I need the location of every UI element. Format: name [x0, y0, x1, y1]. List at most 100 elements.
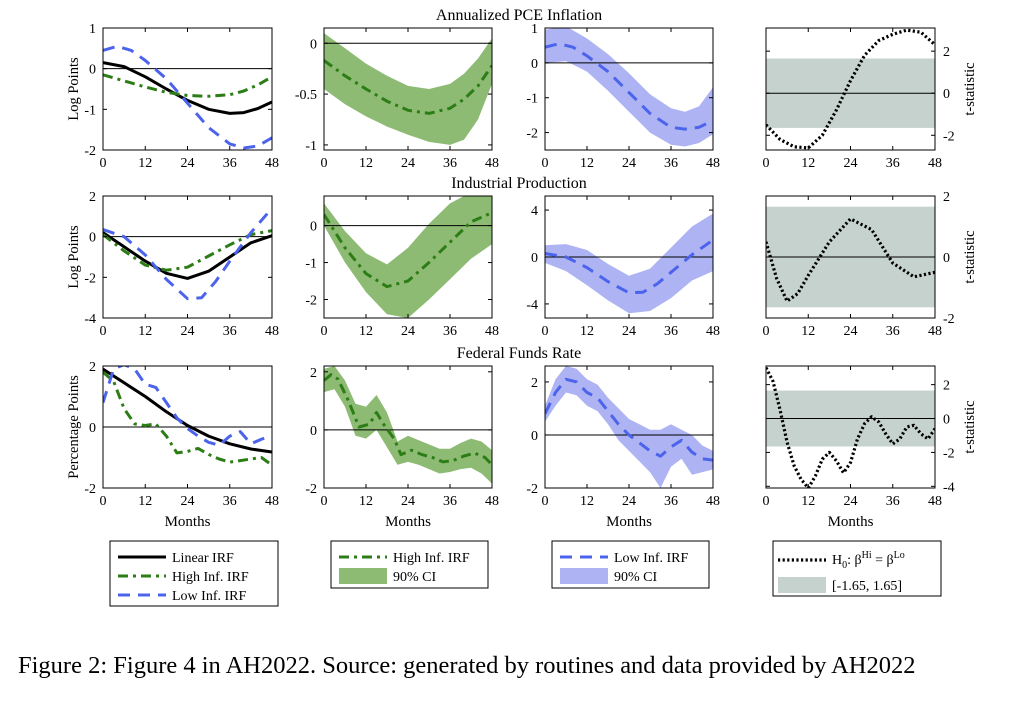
- ci-band: [324, 196, 492, 318]
- series-line-solid: [103, 61, 272, 115]
- x-tick-label: 24: [622, 494, 636, 509]
- plot-area-3-4: [766, 366, 935, 488]
- x-tick-label: 48: [928, 156, 942, 171]
- series-line-dotted: [766, 28, 935, 150]
- x-tick-label: 12: [359, 324, 373, 339]
- x-tick-label: 48: [485, 494, 499, 509]
- plot-area-1-4: [766, 28, 935, 150]
- y-tick-label: -1: [84, 103, 96, 118]
- ci-band: [545, 28, 713, 147]
- x-tick-label: 48: [706, 494, 720, 509]
- row-title: Federal Funds Rate: [457, 345, 581, 362]
- legend-label: 90% CI: [393, 570, 437, 585]
- legend-label: Low Inf. IRF: [172, 589, 246, 604]
- x-tick-label: 0: [100, 494, 107, 509]
- x-tick-label: 12: [801, 156, 815, 171]
- y-tick-label: 0: [310, 220, 317, 235]
- y-tick-label: -1: [305, 139, 317, 154]
- y-tick-label: 4: [531, 204, 538, 219]
- x-tick-label: 36: [664, 156, 678, 171]
- x-tick-label: 0: [321, 324, 328, 339]
- x-tick-label: 36: [443, 494, 457, 509]
- series-line-dashed: [545, 238, 713, 295]
- y-tick-label: 0: [531, 429, 538, 444]
- x-tick-label: 48: [485, 324, 499, 339]
- y-tick-label: -2: [526, 127, 538, 142]
- series-line-dashed: [545, 42, 713, 131]
- series-line-dashed: [103, 44, 272, 150]
- y-tick-label: -2: [84, 271, 96, 286]
- x-tick-label: 36: [223, 324, 237, 339]
- y-axis-label-right: t-statistic: [962, 230, 978, 283]
- x-tick-label: 0: [100, 324, 107, 339]
- y-tick-label: 0: [943, 87, 950, 102]
- x-tick-label: 48: [265, 324, 279, 339]
- x-tick-label: 24: [622, 156, 636, 171]
- x-tick-label: 0: [100, 156, 107, 171]
- plot-area-1-2: [324, 33, 492, 145]
- y-tick-label: 0: [89, 231, 96, 246]
- series-line-dotted: [766, 217, 935, 303]
- x-tick-label: 0: [321, 494, 328, 509]
- x-tick-label: 24: [401, 494, 415, 509]
- legend-swatch-ci: [339, 568, 387, 584]
- plot-area-2-3: [545, 213, 713, 314]
- axes-frame: [323, 365, 493, 489]
- x-tick-label: 48: [706, 324, 720, 339]
- x-axis-label: Months: [165, 514, 211, 530]
- y-tick-label: 2: [943, 379, 950, 394]
- x-tick-label: 12: [801, 324, 815, 339]
- x-tick-label: 12: [138, 156, 152, 171]
- legend-label: [-1.65, 1.65]: [832, 579, 902, 594]
- plot-area-2-1: [103, 207, 272, 301]
- x-tick-label: 0: [542, 324, 549, 339]
- x-tick-label: 24: [181, 324, 195, 339]
- x-tick-label: 48: [265, 156, 279, 171]
- series-line-solid: [103, 367, 272, 454]
- x-tick-label: 36: [886, 156, 900, 171]
- plot-area-2-2: [324, 196, 492, 318]
- x-tick-label: 36: [664, 324, 678, 339]
- series-line-dashed: [103, 366, 272, 447]
- y-tick-label: 0: [943, 413, 950, 428]
- x-tick-label: 24: [181, 156, 195, 171]
- y-tick-label: -1: [305, 257, 317, 272]
- y-tick-label: -2: [305, 294, 317, 309]
- x-tick-label: 48: [485, 156, 499, 171]
- y-tick-label: 0: [310, 424, 317, 439]
- x-tick-label: 0: [763, 324, 770, 339]
- ci-band: [545, 213, 713, 314]
- y-tick-label: 1: [531, 22, 538, 37]
- plot-area-2-4: [766, 206, 935, 308]
- x-tick-label: 12: [138, 324, 152, 339]
- x-tick-label: 0: [542, 156, 549, 171]
- x-tick-label: 36: [443, 156, 457, 171]
- x-tick-label: 36: [886, 324, 900, 339]
- x-tick-label: 12: [580, 324, 594, 339]
- plot-area-3-3: [545, 366, 713, 488]
- x-tick-label: 24: [622, 324, 636, 339]
- legend-swatch-band: [778, 577, 826, 593]
- ci-band: [545, 366, 713, 488]
- x-tick-label: 0: [763, 156, 770, 171]
- x-tick-label: 12: [801, 494, 815, 509]
- y-tick-label: -4: [943, 480, 955, 495]
- x-tick-label: 24: [401, 156, 415, 171]
- legend-swatch-ci: [560, 568, 608, 584]
- y-tick-label: 2: [89, 190, 96, 205]
- y-tick-label: 2: [89, 360, 96, 375]
- series-line-dashed: [545, 377, 713, 462]
- legend-label-h0: H0: βHi = βLo: [832, 550, 905, 571]
- y-tick-label: 0: [89, 63, 96, 78]
- y-axis-label: Log Points: [66, 57, 82, 121]
- series-line-solid: [103, 231, 272, 280]
- x-tick-label: 24: [844, 494, 858, 509]
- y-tick-label: 0: [89, 421, 96, 436]
- x-axis-label: Months: [385, 514, 431, 530]
- x-tick-label: 48: [928, 324, 942, 339]
- y-tick-label: 2: [943, 45, 950, 60]
- x-tick-label: 12: [580, 156, 594, 171]
- figure-caption: Figure 2: Figure 4 in AH2022. Source: ge…: [18, 652, 916, 679]
- legend-label: Linear IRF: [172, 551, 234, 566]
